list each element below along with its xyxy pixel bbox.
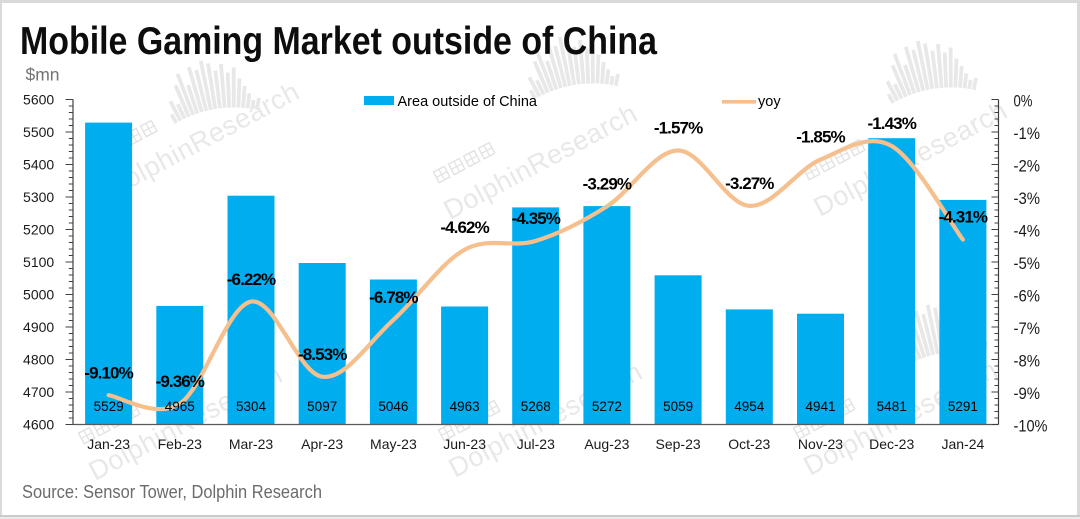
svg-text:May-23: May-23 <box>370 436 417 452</box>
svg-text:5268: 5268 <box>521 399 551 414</box>
svg-text:Source: Sensor Tower, Dolphin: Source: Sensor Tower, Dolphin Research <box>22 482 322 502</box>
svg-text:5529: 5529 <box>94 399 124 414</box>
svg-text:Aug-23: Aug-23 <box>584 436 629 452</box>
svg-text:-10%: -10% <box>1014 417 1048 436</box>
svg-text:5300: 5300 <box>23 189 54 205</box>
svg-text:-5%: -5% <box>1014 254 1041 273</box>
svg-text:4800: 4800 <box>23 352 54 368</box>
svg-text:5481: 5481 <box>877 399 907 414</box>
svg-text:-1%: -1% <box>1014 124 1041 143</box>
svg-text:-4%: -4% <box>1014 222 1041 241</box>
svg-text:-3%: -3% <box>1014 189 1041 208</box>
svg-text:Area outside of China: Area outside of China <box>398 94 538 110</box>
svg-text:5304: 5304 <box>236 399 267 414</box>
svg-text:-7%: -7% <box>1014 319 1041 338</box>
svg-text:5500: 5500 <box>23 124 54 140</box>
svg-text:-6.78%: -6.78% <box>369 288 418 307</box>
svg-text:Feb-23: Feb-23 <box>158 436 203 452</box>
svg-text:Mar-23: Mar-23 <box>229 436 274 452</box>
svg-text:5400: 5400 <box>23 157 54 173</box>
svg-text:Jan-23: Jan-23 <box>87 436 130 452</box>
svg-text:-6.22%: -6.22% <box>227 270 276 289</box>
svg-text:5100: 5100 <box>23 254 54 270</box>
svg-text:5291: 5291 <box>948 399 978 414</box>
svg-text:0%: 0% <box>1014 92 1033 111</box>
svg-text:5272: 5272 <box>592 399 622 414</box>
svg-text:Nov-23: Nov-23 <box>798 436 843 452</box>
svg-text:-3.29%: -3.29% <box>583 175 632 194</box>
svg-text:Dec-23: Dec-23 <box>869 436 914 452</box>
svg-text:$mn: $mn <box>26 65 60 85</box>
svg-text:-4.31%: -4.31% <box>939 208 988 227</box>
svg-text:Jul-23: Jul-23 <box>517 436 555 452</box>
svg-text:4941: 4941 <box>805 399 835 414</box>
svg-text:5046: 5046 <box>378 399 408 414</box>
svg-text:Mobile Gaming Market outside o: Mobile Gaming Market outside of China <box>20 20 657 63</box>
svg-text:Oct-23: Oct-23 <box>728 436 770 452</box>
svg-text:4600: 4600 <box>23 417 54 433</box>
svg-text:-6%: -6% <box>1014 287 1041 306</box>
svg-text:5200: 5200 <box>23 222 54 238</box>
svg-text:5000: 5000 <box>23 287 54 303</box>
svg-text:5059: 5059 <box>663 399 693 414</box>
svg-text:-4.62%: -4.62% <box>440 218 489 237</box>
svg-text:-1.85%: -1.85% <box>796 128 845 147</box>
svg-text:Sep-23: Sep-23 <box>656 436 701 452</box>
svg-text:-9.36%: -9.36% <box>156 372 205 391</box>
svg-text:5097: 5097 <box>307 399 337 414</box>
svg-text:4700: 4700 <box>23 384 54 400</box>
svg-text:5600: 5600 <box>23 92 54 108</box>
svg-text:yoy: yoy <box>758 94 781 110</box>
svg-text:4965: 4965 <box>165 399 195 414</box>
svg-text:-8.53%: -8.53% <box>298 345 347 364</box>
svg-text:-9%: -9% <box>1014 384 1041 403</box>
svg-text:Apr-23: Apr-23 <box>301 436 343 452</box>
svg-text:-2%: -2% <box>1014 157 1041 176</box>
svg-text:-1.57%: -1.57% <box>654 119 703 138</box>
svg-text:Jun-23: Jun-23 <box>443 436 486 452</box>
svg-text:4963: 4963 <box>450 399 480 414</box>
svg-text:-9.10%: -9.10% <box>84 363 133 382</box>
svg-text:4900: 4900 <box>23 319 54 335</box>
svg-text:-3.27%: -3.27% <box>725 174 774 193</box>
svg-text:Jan-24: Jan-24 <box>941 436 984 452</box>
svg-text:-1.43%: -1.43% <box>867 114 916 133</box>
svg-text:4954: 4954 <box>734 399 765 414</box>
svg-text:-4.35%: -4.35% <box>512 209 561 228</box>
svg-text:-8%: -8% <box>1014 352 1041 371</box>
